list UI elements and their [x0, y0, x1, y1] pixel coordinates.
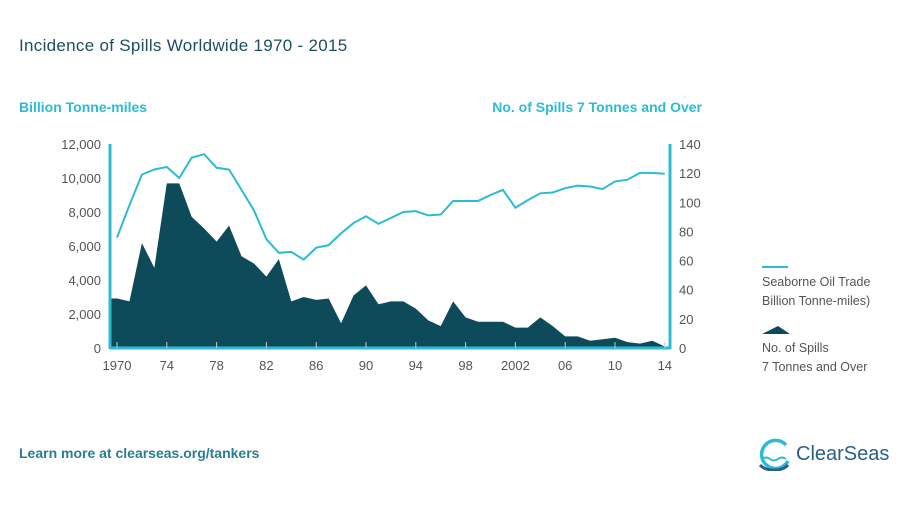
legend-area-label: No. of Spills 7 Tonnes and Over	[762, 339, 867, 377]
legend-line-text-2: Billion Tonne-miles)	[762, 294, 871, 308]
y-tick-label: 10,000	[61, 171, 101, 186]
x-tick-label: 94	[409, 358, 423, 373]
x-tick-label: 14	[658, 358, 672, 373]
x-tick-label: 1970	[103, 358, 132, 373]
y-tick-label: 8,000	[68, 205, 101, 220]
y-tick-label: 4,000	[68, 273, 101, 288]
y2-tick-label: 60	[679, 254, 693, 269]
spills-area	[110, 183, 665, 348]
y2-tick-label: 40	[679, 283, 693, 298]
y2-tick-label: 120	[679, 166, 701, 181]
clearseas-logo: ClearSeas	[756, 437, 889, 471]
chart-title: Incidence of Spills Worldwide 1970 - 201…	[19, 36, 348, 55]
x-tick-label: 78	[209, 358, 223, 373]
y-axis-label: Billion Tonne-miles	[19, 99, 148, 115]
x-tick-label: 2002	[501, 358, 530, 373]
y2-tick-label: 140	[679, 137, 701, 152]
legend-line-text-1: Seaborne Oil Trade	[762, 275, 871, 289]
y-tick-label: 0	[94, 341, 101, 356]
y2-axis-label: No. of Spills 7 Tonnes and Over	[492, 99, 702, 115]
y-tick-label: 6,000	[68, 239, 101, 254]
legend-area-swatch	[762, 326, 790, 334]
y-tick-label: 12,000	[61, 137, 101, 152]
y-tick-label: 2,000	[68, 307, 101, 322]
y2-tick-label: 100	[679, 195, 701, 210]
chart-plot: 0 2,000 4,000 6,000 8,000 10,000 12,000 0 20 40 60…	[61, 137, 701, 373]
y2-tick-label: 80	[679, 224, 693, 239]
legend-area-text-1: No. of Spills	[762, 341, 829, 355]
logo-text: ClearSeas	[796, 442, 890, 465]
legend-line-swatch	[762, 266, 788, 268]
x-tick-label: 06	[558, 358, 572, 373]
wave-logo-icon	[758, 438, 790, 471]
learn-more-link[interactable]: Learn more at clearseas.org/tankers	[19, 445, 260, 461]
x-tick-label: 86	[309, 358, 323, 373]
x-tick-label: 74	[160, 358, 174, 373]
x-tick-label: 10	[608, 358, 622, 373]
y2-tick-label: 0	[679, 341, 686, 356]
x-tick-label: 82	[259, 358, 273, 373]
legend-line-label: Seaborne Oil Trade Billion Tonne-miles)	[762, 273, 870, 311]
x-tick-label: 98	[458, 358, 472, 373]
y2-tick-label: 20	[679, 312, 693, 327]
x-tick-label: 90	[359, 358, 373, 373]
legend-area-text-2: 7 Tonnes and Over	[762, 360, 868, 374]
